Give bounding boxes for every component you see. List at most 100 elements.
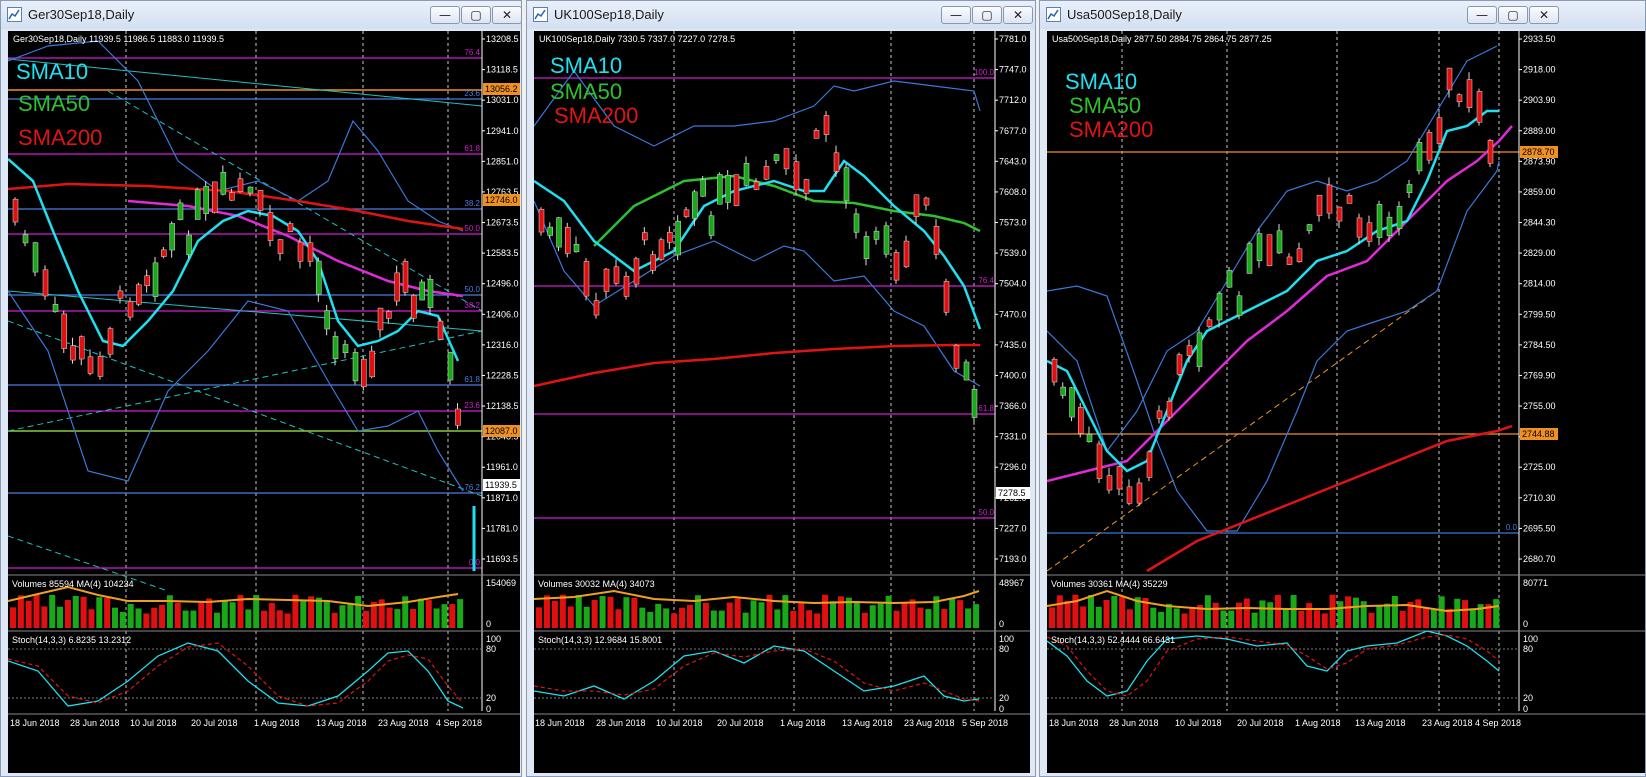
close-icon: ✕ xyxy=(1012,8,1024,22)
volume-bar xyxy=(1236,602,1243,628)
volume-bar xyxy=(1352,597,1359,628)
candle-body xyxy=(642,232,648,241)
current-price-label: 7278.5 xyxy=(998,488,1026,498)
candle-body xyxy=(963,361,970,381)
chart-area[interactable]: UK100Sep18,Daily 7330.5 7337.0 7227.0 72… xyxy=(534,31,1030,773)
title-bar[interactable]: Usa500Sep18,Daily — ▢ ✕ xyxy=(1040,1,1645,29)
volume-bar xyxy=(1142,597,1149,628)
date-tick: 18 Jun 2018 xyxy=(1049,718,1099,728)
fib-label: 0.0 xyxy=(1506,523,1518,532)
candle-body xyxy=(833,152,840,172)
chart-area[interactable]: Usa500Sep18,Daily 2877.50 2884.75 2864.7… xyxy=(1047,31,1645,773)
maximize-button[interactable]: ▢ xyxy=(461,6,491,24)
candle-body xyxy=(733,174,740,206)
title-bar[interactable]: UK100Sep18,Daily — ▢ ✕ xyxy=(527,1,1035,29)
volume-bar xyxy=(182,610,189,628)
volume-bar xyxy=(893,610,900,628)
candle-body xyxy=(1286,256,1293,265)
candle-body xyxy=(107,328,114,355)
candle-body xyxy=(144,275,150,286)
uk100-chart-svg[interactable]: UK100Sep18,Daily 7330.5 7337.0 7227.0 72… xyxy=(534,31,1030,773)
candle-body xyxy=(1256,233,1263,262)
chart-window-ger30[interactable]: Ger30Sep18,Daily — ▢ ✕ xyxy=(0,0,522,777)
stoch-tick: 0 xyxy=(486,704,491,714)
volume-bar xyxy=(845,597,852,628)
close-button[interactable]: ✕ xyxy=(1003,6,1033,24)
volume-bar xyxy=(941,609,948,628)
candle-body xyxy=(1196,332,1203,367)
price-tick: 2889.00 xyxy=(1523,126,1556,136)
maximize-button[interactable]: ▢ xyxy=(972,6,1002,24)
candle-body xyxy=(455,408,461,426)
title-bar[interactable]: Ger30Sep18,Daily — ▢ ✕ xyxy=(1,1,522,29)
price-tag xyxy=(1520,146,1558,158)
volume-bar xyxy=(221,600,228,628)
minimize-button[interactable]: — xyxy=(941,6,971,24)
maximize-icon: ▢ xyxy=(470,8,482,22)
volume-bar xyxy=(734,598,741,628)
volume-bar xyxy=(1111,596,1118,628)
volume-bar xyxy=(1103,600,1110,628)
legend-sma200: SMA200 xyxy=(18,125,102,150)
legend-sma10: SMA10 xyxy=(1065,69,1137,94)
volume-axis-min: 0 xyxy=(999,619,1004,629)
chart-window-usa500[interactable]: Usa500Sep18,Daily — ▢ ✕ Usa500Sep18,Dail… xyxy=(1039,0,1646,777)
minimize-button[interactable]: — xyxy=(430,6,460,24)
ger30-chart-svg[interactable]: Ger30Sep18,Daily 11939.5 11986.5 11883.0… xyxy=(8,31,520,773)
candle-body xyxy=(277,239,284,254)
fib-label: 38.2 xyxy=(464,301,480,310)
volume-bar xyxy=(111,607,118,628)
candle-body xyxy=(573,244,580,253)
price-tick: 7781.0 xyxy=(999,34,1027,44)
candle-body xyxy=(22,234,29,244)
close-button[interactable]: ✕ xyxy=(492,6,522,24)
candle-body xyxy=(1126,486,1133,504)
price-tag xyxy=(483,83,520,95)
candle-body xyxy=(1306,224,1313,231)
volume-bar xyxy=(276,610,283,628)
candle-body xyxy=(1296,248,1303,262)
maximize-button[interactable]: ▢ xyxy=(1498,6,1528,24)
volume-bar xyxy=(135,608,142,628)
candle-body xyxy=(863,236,870,260)
candle-body xyxy=(667,232,673,243)
price-tag-label: 12087.0 xyxy=(485,426,518,436)
close-button[interactable]: ✕ xyxy=(1529,6,1559,24)
candle-body xyxy=(1426,132,1433,161)
minimize-button[interactable]: — xyxy=(1467,6,1497,24)
candle-body xyxy=(152,262,159,297)
maximize-icon: ▢ xyxy=(1507,8,1519,22)
candle-body xyxy=(369,350,375,378)
price-tick: 7712.0 xyxy=(999,95,1027,105)
candle-body xyxy=(161,249,167,257)
stoch-tick: 80 xyxy=(999,644,1009,654)
volume-bar xyxy=(575,594,582,628)
price-tick: 7747.0 xyxy=(999,65,1027,75)
volume-bar xyxy=(837,596,844,628)
usa500-chart-svg[interactable]: Usa500Sep18,Daily 2877.50 2884.75 2864.7… xyxy=(1047,31,1645,773)
volume-bars xyxy=(1049,594,1500,628)
candle-body xyxy=(136,284,142,305)
volume-bar xyxy=(1391,595,1398,628)
volume-bar xyxy=(339,605,346,628)
volume-bar xyxy=(1158,611,1165,628)
price-tag-label: 12746.0 xyxy=(485,195,518,205)
volume-bar xyxy=(710,610,717,628)
volume-bar xyxy=(119,611,126,628)
price-tick: 7296.0 xyxy=(999,462,1027,472)
legend-sma10: SMA10 xyxy=(16,59,88,84)
candle-body xyxy=(1416,142,1423,172)
stoch-tick: 80 xyxy=(486,644,496,654)
price-tick: 2844.30 xyxy=(1523,218,1556,228)
chart-window-uk100[interactable]: UK100Sep18,Daily — ▢ ✕ UK100Sep18,Daily … xyxy=(526,0,1036,777)
volume-bar xyxy=(536,607,542,628)
volume-bar xyxy=(750,600,757,628)
volume-bar xyxy=(774,609,781,628)
volume-bar xyxy=(143,613,150,628)
chart-area[interactable]: Ger30Sep18,Daily 11939.5 11986.5 11883.0… xyxy=(8,31,520,773)
price-tick: 7193.0 xyxy=(999,554,1027,564)
volume-bar xyxy=(159,604,166,628)
candle-body xyxy=(287,223,294,232)
candle-body xyxy=(1446,67,1453,91)
volume-bar xyxy=(567,606,574,628)
